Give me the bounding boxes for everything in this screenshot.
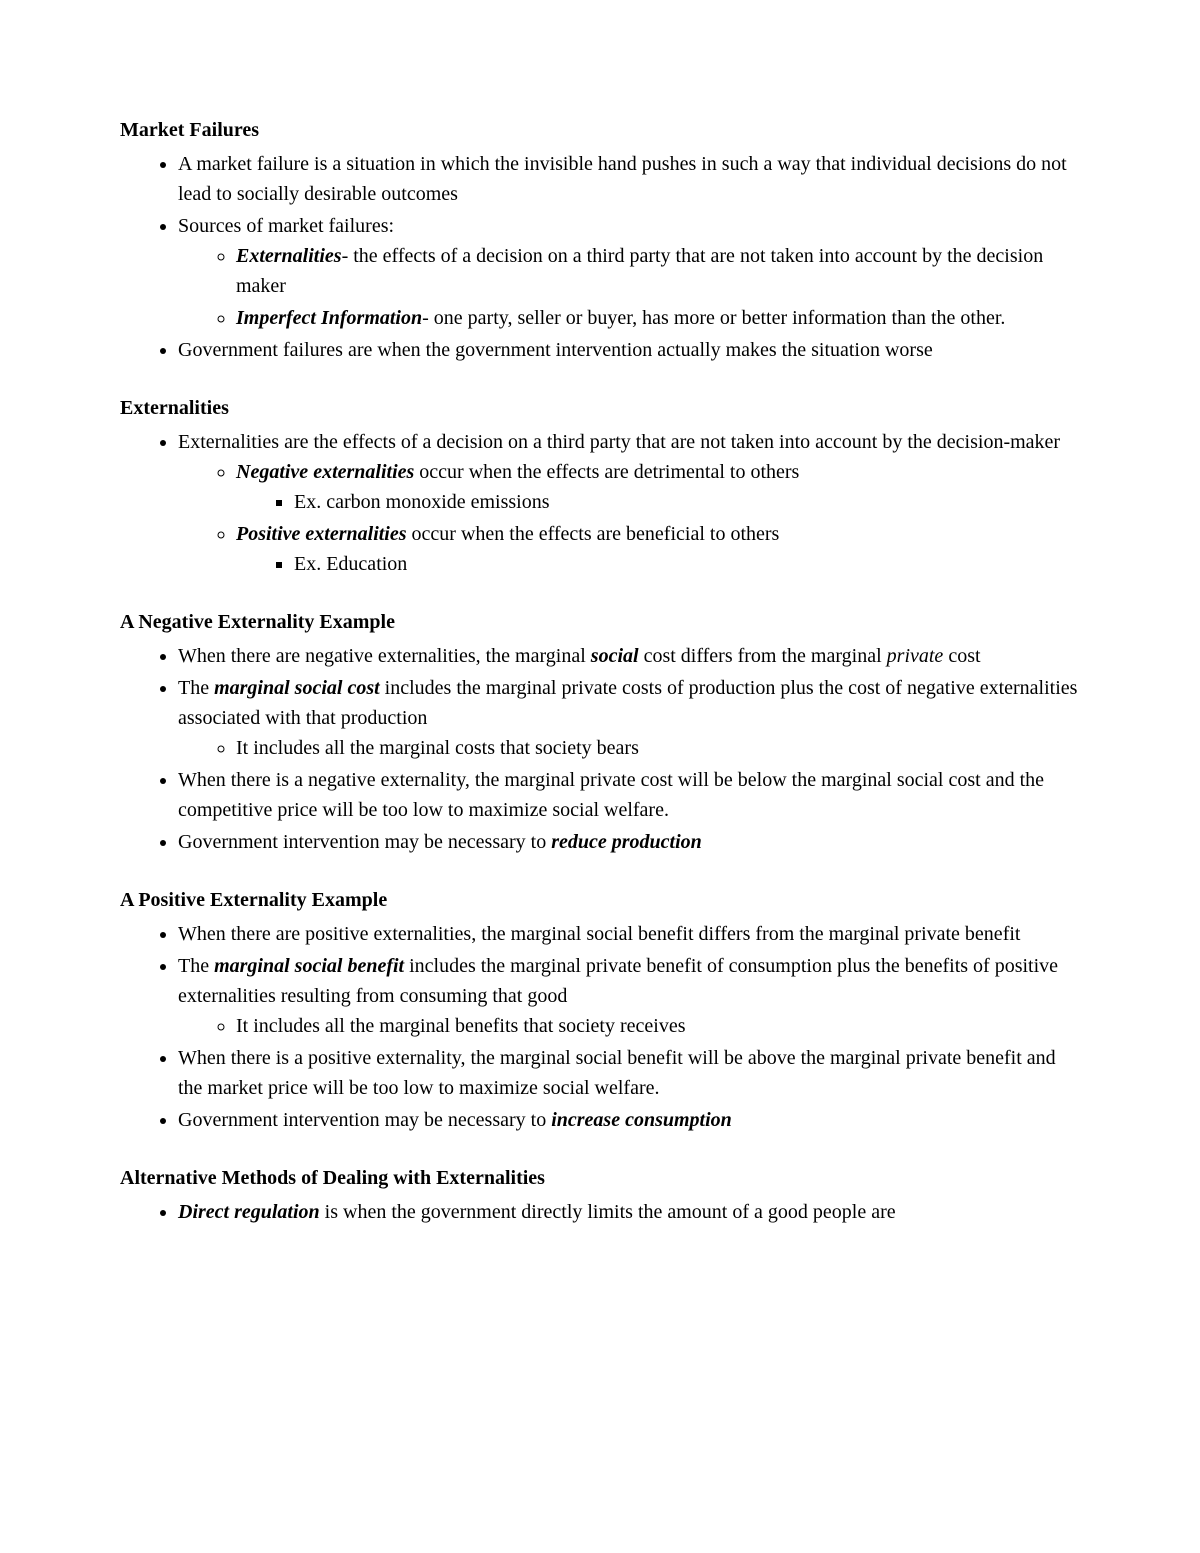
bullet-list: Ex. Education: [236, 549, 1080, 579]
list-item: It includes all the marginal benefits th…: [236, 1011, 1080, 1041]
text: The: [178, 955, 214, 977]
list-item: Ex. carbon monoxide emissions: [294, 487, 1080, 517]
bullet-list: It includes all the marginal costs that …: [178, 733, 1080, 763]
text: - the effects of a decision on a third p…: [236, 245, 1043, 297]
text: occur when the effects are beneficial to…: [407, 523, 780, 545]
term: Negative externalities: [236, 461, 414, 483]
section-heading: Externalities: [120, 393, 1080, 423]
term: Positive externalities: [236, 523, 407, 545]
text: cost differs from the marginal: [639, 645, 887, 667]
list-item: Positive externalities occur when the ef…: [236, 519, 1080, 579]
text: Externalities are the effects of a decis…: [178, 431, 1060, 453]
list-item: Imperfect Information- one party, seller…: [236, 303, 1080, 333]
section-heading: A Positive Externality Example: [120, 885, 1080, 915]
bullet-list: Externalities are the effects of a decis…: [120, 427, 1080, 579]
term: reduce production: [551, 831, 702, 853]
list-item: When there are negative externalities, t…: [178, 641, 1080, 671]
text: The: [178, 677, 214, 699]
text: is when the government directly limits t…: [320, 1201, 896, 1223]
text: - one party, seller or buyer, has more o…: [422, 307, 1005, 329]
text: Sources of market failures:: [178, 215, 394, 237]
list-item: When there is a negative externality, th…: [178, 765, 1080, 825]
section-heading: A Negative Externality Example: [120, 607, 1080, 637]
text: Government intervention may be necessary…: [178, 1109, 551, 1131]
term: Direct regulation: [178, 1201, 320, 1223]
bullet-list: Ex. carbon monoxide emissions: [236, 487, 1080, 517]
list-item: Externalities are the effects of a decis…: [178, 427, 1080, 579]
bullet-list: When there are positive externalities, t…: [120, 919, 1080, 1135]
term: private: [887, 645, 944, 667]
list-item: The marginal social cost includes the ma…: [178, 673, 1080, 763]
list-item: When there are positive externalities, t…: [178, 919, 1080, 949]
term: Externalities: [236, 245, 342, 267]
list-item: Government intervention may be necessary…: [178, 1105, 1080, 1135]
text: cost: [943, 645, 980, 667]
list-item: Government intervention may be necessary…: [178, 827, 1080, 857]
bullet-list: A market failure is a situation in which…: [120, 149, 1080, 365]
list-item: It includes all the marginal costs that …: [236, 733, 1080, 763]
list-item: Sources of market failures: Externalitie…: [178, 211, 1080, 333]
list-item: Negative externalities occur when the ef…: [236, 457, 1080, 517]
list-item: Government failures are when the governm…: [178, 335, 1080, 365]
term: social: [591, 645, 639, 667]
list-item: The marginal social benefit includes the…: [178, 951, 1080, 1041]
text: occur when the effects are detrimental t…: [414, 461, 799, 483]
section-heading: Market Failures: [120, 115, 1080, 145]
bullet-list: Externalities- the effects of a decision…: [178, 241, 1080, 333]
list-item: Externalities- the effects of a decision…: [236, 241, 1080, 301]
term: marginal social benefit: [214, 955, 404, 977]
term: increase consumption: [551, 1109, 732, 1131]
term: Imperfect Information: [236, 307, 422, 329]
bullet-list: When there are negative externalities, t…: [120, 641, 1080, 857]
bullet-list: Negative externalities occur when the ef…: [178, 457, 1080, 579]
bullet-list: Direct regulation is when the government…: [120, 1197, 1080, 1227]
list-item: A market failure is a situation in which…: [178, 149, 1080, 209]
text: When there are negative externalities, t…: [178, 645, 591, 667]
bullet-list: It includes all the marginal benefits th…: [178, 1011, 1080, 1041]
list-item: When there is a positive externality, th…: [178, 1043, 1080, 1103]
list-item: Ex. Education: [294, 549, 1080, 579]
text: Government intervention may be necessary…: [178, 831, 551, 853]
document-page: Market Failures A market failure is a si…: [0, 0, 1200, 1553]
term: marginal social cost: [214, 677, 380, 699]
list-item: Direct regulation is when the government…: [178, 1197, 1080, 1227]
section-heading: Alternative Methods of Dealing with Exte…: [120, 1163, 1080, 1193]
